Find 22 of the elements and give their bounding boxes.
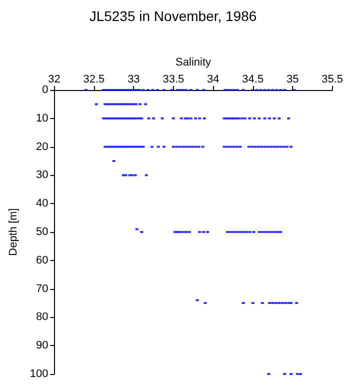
y-tick-label: 20 [36,140,48,153]
y-tick-label: 30 [36,169,48,182]
x-tick-label: 32.5 [83,74,105,86]
y-axis-title: Depth [m] [8,208,20,256]
y-tick-label: 50 [36,226,48,238]
y-tick-label: 60 [36,254,48,266]
y-tick-label: 80 [36,311,48,324]
x-tick-label: 35.5 [322,74,344,86]
x-tick-label: 34.5 [242,74,264,86]
x-axis-title: Salinity [176,56,212,68]
x-tick-label: 34 [207,74,220,86]
y-tick-label: 100 [30,368,48,380]
x-tick-label: 32 [48,74,60,86]
x-tick-label: 33.5 [162,74,184,86]
y-tick-label: 40 [36,198,48,210]
chart-title: JL5235 in November, 1986 [89,8,257,24]
y-tick-label: 70 [36,282,48,295]
y-tick-label: 10 [36,112,48,124]
y-tick-label: 90 [36,340,48,352]
x-tick-label: 35 [286,74,299,86]
x-tick-label: 33 [128,74,140,86]
y-tick-label: 0 [42,84,48,96]
